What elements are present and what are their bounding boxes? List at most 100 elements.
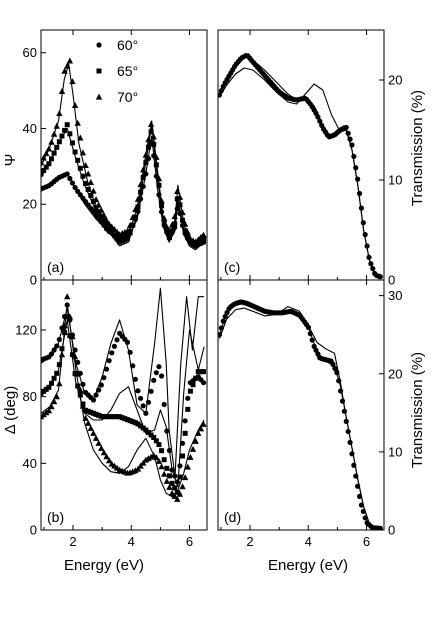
y-tick-label: 40 bbox=[23, 121, 37, 136]
data-point-circle bbox=[64, 171, 70, 177]
data-point-square bbox=[56, 139, 62, 145]
data-point-square bbox=[51, 150, 57, 156]
data-point-square bbox=[135, 204, 141, 210]
panel-label: (b) bbox=[47, 509, 64, 525]
data-point-circle bbox=[109, 350, 115, 356]
data-point-square bbox=[104, 222, 110, 228]
data-point-circle bbox=[305, 324, 312, 330]
data-point-circle bbox=[153, 370, 159, 376]
data-point-square bbox=[75, 383, 81, 389]
data-point-circle bbox=[332, 365, 338, 372]
data-point-circle bbox=[161, 401, 167, 408]
data-point-square bbox=[140, 174, 146, 180]
plot-frame bbox=[40, 279, 208, 531]
data-point-circle bbox=[135, 388, 141, 394]
data-point-triangle bbox=[92, 196, 100, 203]
data-point-triangle bbox=[142, 151, 150, 158]
data-point-circle bbox=[347, 136, 353, 142]
data-point-circle bbox=[153, 173, 159, 179]
data-point-circle bbox=[347, 439, 353, 446]
data-point-circle bbox=[317, 118, 323, 124]
data-point-square bbox=[109, 414, 115, 420]
data-point-square bbox=[85, 408, 91, 414]
data-point-triangle bbox=[41, 159, 45, 166]
data-point-triangle bbox=[179, 483, 186, 490]
data-point-triangle bbox=[197, 425, 205, 432]
data-point-square bbox=[67, 131, 73, 137]
data-point-square bbox=[153, 438, 159, 444]
data-point-circle bbox=[185, 395, 191, 401]
data-point-circle bbox=[353, 473, 359, 479]
data-point-triangle bbox=[66, 313, 74, 320]
data-point-circle bbox=[177, 463, 183, 469]
data-point-circle bbox=[218, 325, 224, 331]
data-point-square bbox=[180, 453, 186, 459]
data-point-square bbox=[59, 346, 65, 352]
data-point-square bbox=[72, 371, 78, 377]
data-point-circle bbox=[106, 358, 112, 364]
data-point-triangle bbox=[71, 353, 79, 360]
transmission-axis-label-bottom: Transmission (%) bbox=[409, 352, 426, 468]
y-tick-label: 20 bbox=[23, 197, 37, 212]
data-point-square bbox=[111, 414, 117, 420]
data-point-square bbox=[138, 423, 144, 429]
data-point-triangle bbox=[61, 322, 68, 329]
data-point-square bbox=[193, 375, 199, 381]
data-point-square bbox=[101, 217, 107, 223]
data-point-triangle bbox=[84, 419, 92, 426]
data-point-square bbox=[193, 243, 199, 249]
x-axis-label-left: Energy (eV) bbox=[64, 557, 144, 574]
plot-frame bbox=[217, 29, 385, 281]
transmission-axis-label-top: Transmission (%) bbox=[409, 90, 426, 206]
data-point-circle bbox=[103, 366, 110, 372]
data-point-triangle bbox=[98, 206, 105, 213]
data-point-circle bbox=[166, 447, 173, 454]
data-point-square bbox=[156, 442, 162, 448]
delta-axis-label: Δ (deg) bbox=[2, 386, 19, 434]
data-point-triangle bbox=[174, 187, 181, 194]
data-point-triangle bbox=[158, 463, 165, 470]
data-point-triangle bbox=[160, 470, 168, 477]
data-point-square bbox=[41, 168, 47, 174]
data-point-triangle bbox=[166, 483, 173, 490]
data-point-square bbox=[187, 388, 193, 394]
data-point-square bbox=[88, 409, 94, 415]
y-tick-label: 10 bbox=[388, 173, 402, 188]
y-tick-label: 30 bbox=[388, 288, 402, 303]
data-point-circle bbox=[172, 473, 178, 479]
data-point-triangle bbox=[163, 223, 171, 230]
data-point-square bbox=[180, 217, 186, 223]
data-point-circle bbox=[96, 387, 102, 393]
data-point-triangle bbox=[176, 193, 184, 200]
fit-curve bbox=[218, 306, 382, 530]
y-tick-label: 20 bbox=[388, 73, 402, 88]
data-point-circle bbox=[51, 347, 57, 353]
data-point-circle bbox=[315, 114, 321, 120]
data-point-square bbox=[98, 413, 104, 419]
data-point-circle bbox=[156, 192, 162, 198]
data-point-triangle bbox=[126, 222, 134, 229]
data-point-square bbox=[59, 133, 65, 139]
legend-marker-square bbox=[96, 68, 102, 74]
data-point-square bbox=[80, 173, 86, 179]
data-point-triangle bbox=[48, 138, 55, 145]
data-point-triangle bbox=[82, 162, 89, 169]
data-point-circle bbox=[75, 359, 81, 365]
data-point-triangle bbox=[103, 216, 110, 223]
data-point-circle bbox=[343, 124, 349, 131]
data-point-circle bbox=[72, 184, 78, 191]
data-point-circle bbox=[72, 347, 78, 353]
data-point-circle bbox=[355, 483, 361, 489]
data-point-circle bbox=[111, 343, 117, 349]
data-point-square bbox=[114, 236, 120, 242]
data-point-triangle bbox=[145, 136, 152, 143]
data-point-triangle bbox=[84, 170, 92, 177]
data-point-square bbox=[46, 384, 52, 390]
data-point-circle bbox=[339, 398, 346, 404]
data-point-circle bbox=[140, 403, 146, 409]
data-point-square bbox=[159, 448, 165, 454]
data-point-square bbox=[201, 369, 207, 375]
legend-marker-circle bbox=[96, 42, 102, 48]
y-tick-label: 20 bbox=[388, 366, 402, 381]
data-point-triangle bbox=[43, 150, 50, 157]
